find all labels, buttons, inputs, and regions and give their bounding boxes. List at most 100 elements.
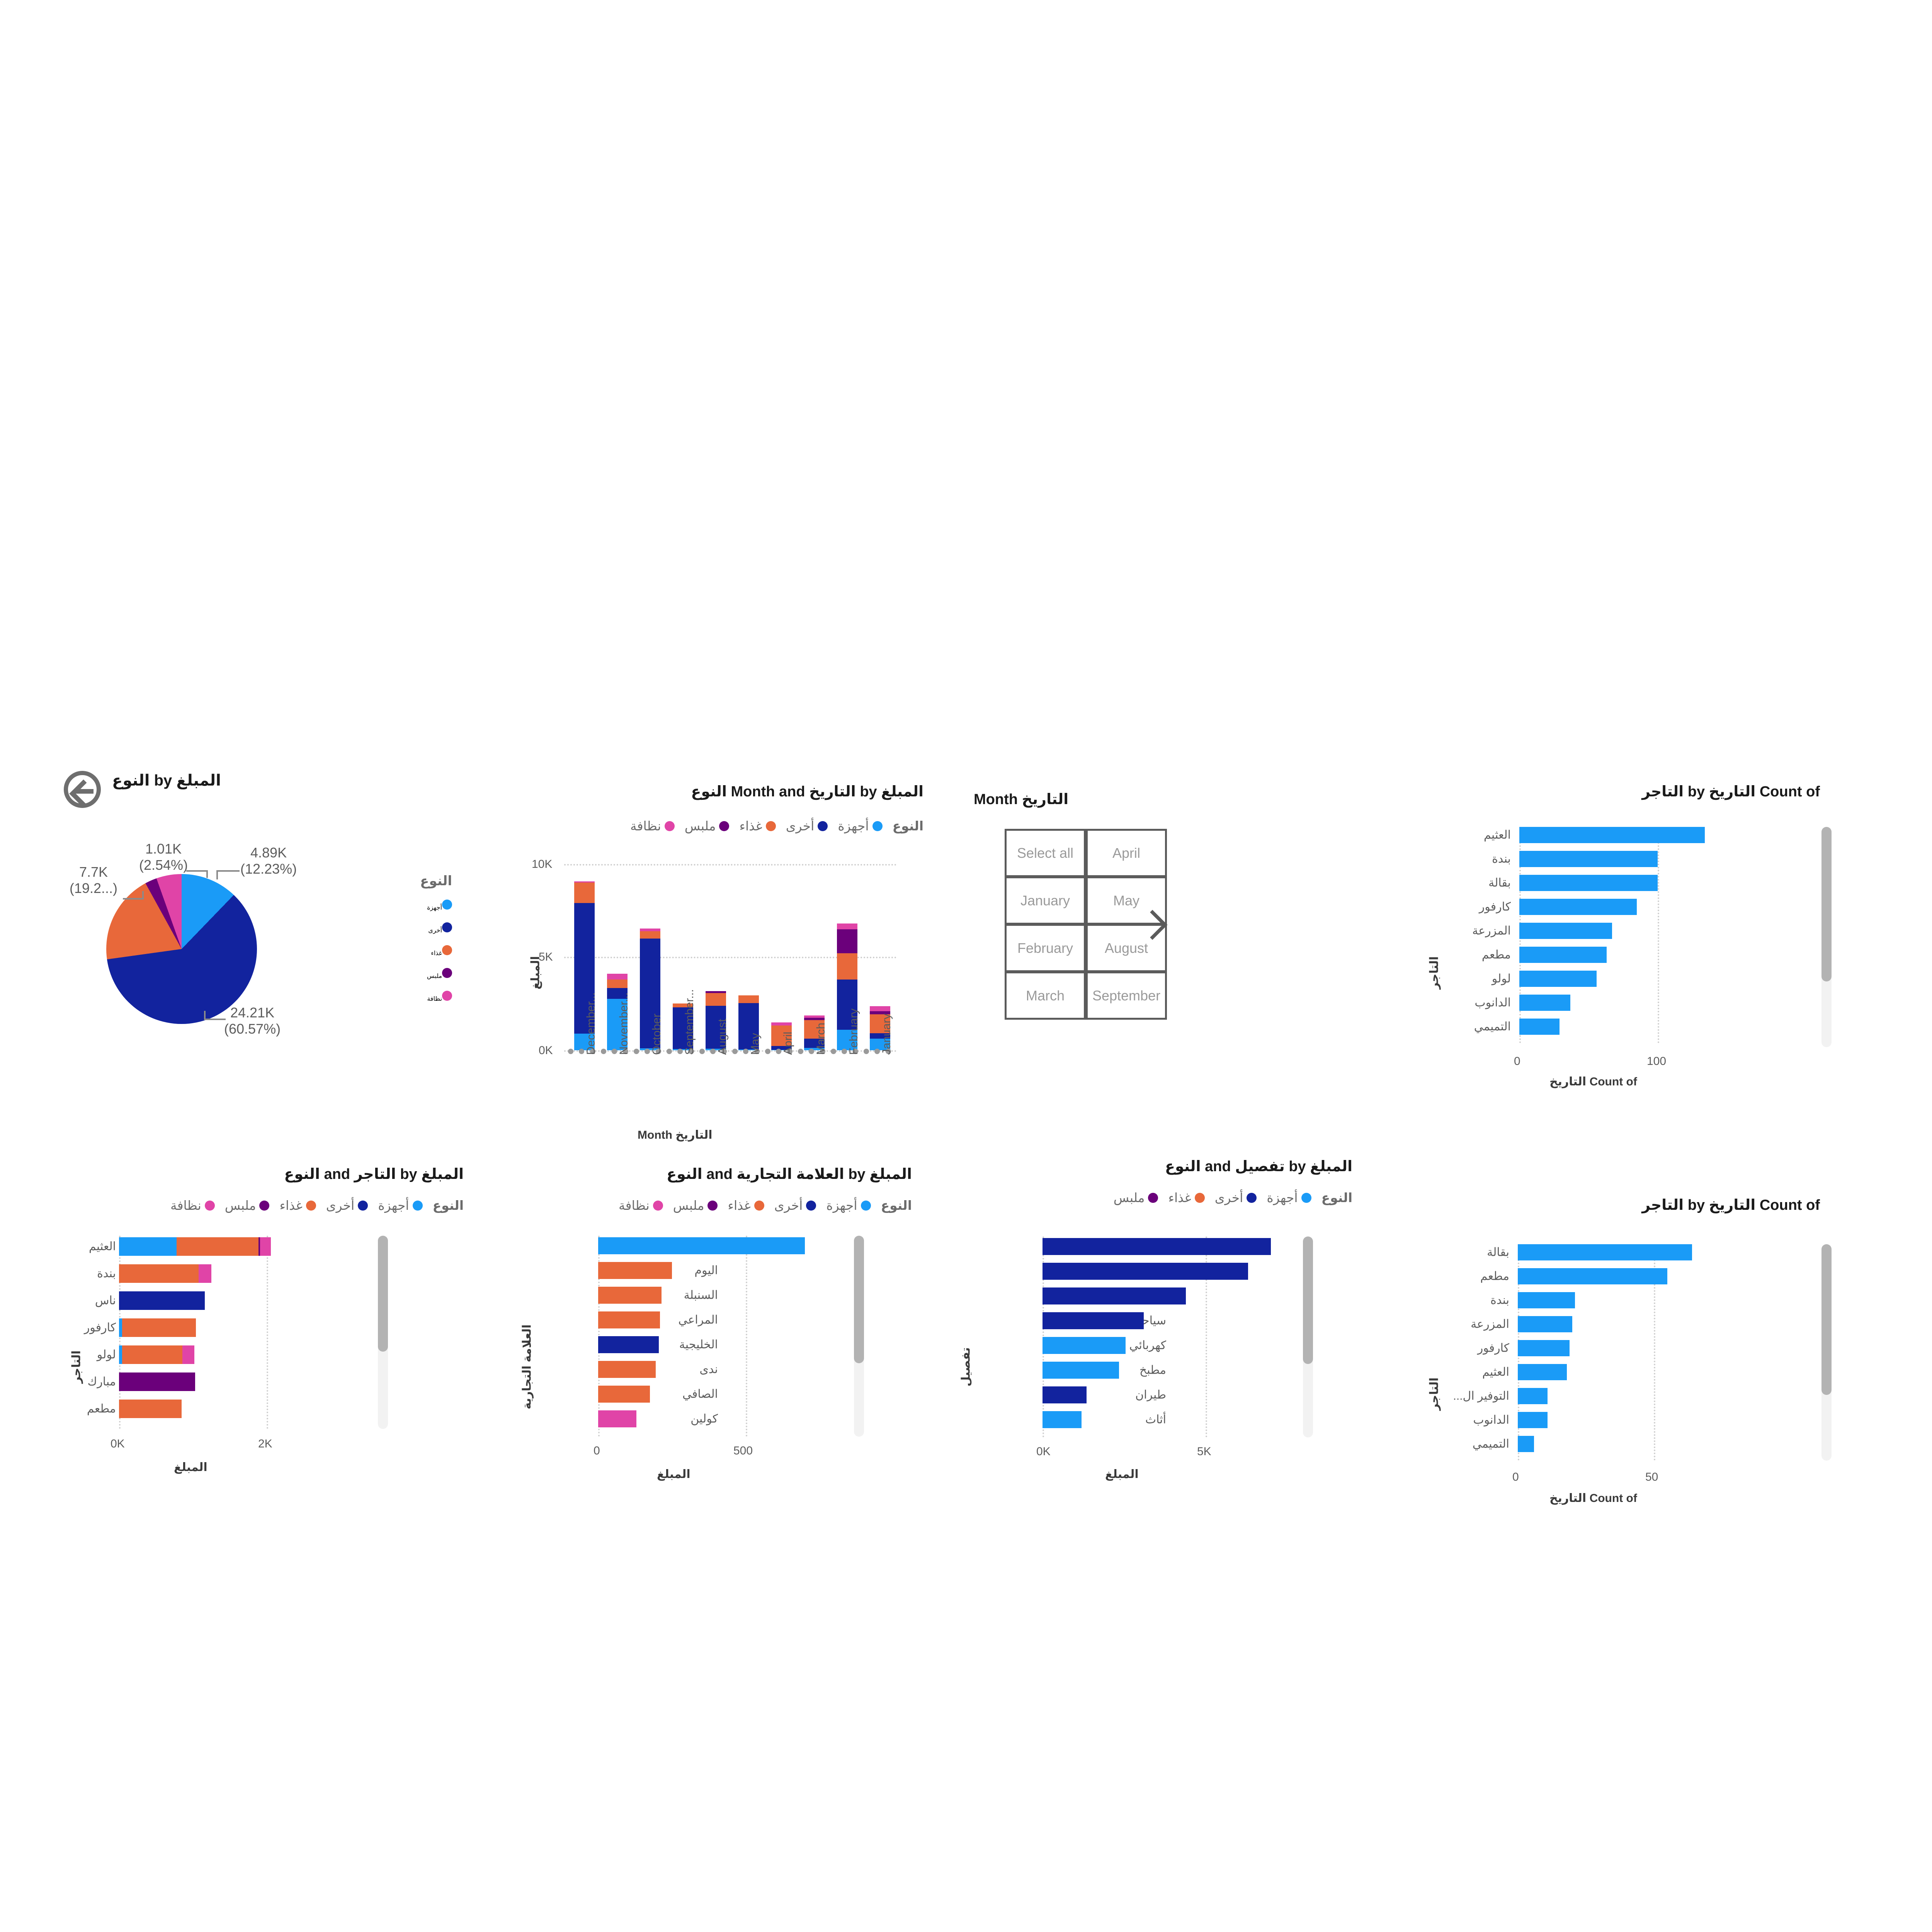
bar-row[interactable]: لولو (1418, 971, 1727, 987)
slicer-tile-april[interactable]: April (1086, 829, 1167, 877)
bar-segment[interactable] (260, 1237, 271, 1256)
bar-row[interactable]: بقالة (1418, 1244, 1727, 1260)
bar-row[interactable]: العثيم (1418, 827, 1727, 843)
bar[interactable] (1519, 947, 1607, 963)
scrollbar-thumb[interactable] (378, 1236, 388, 1352)
bar[interactable] (598, 1311, 660, 1328)
bar-row[interactable]: المزرعة (1418, 923, 1727, 939)
legend-item-cleaning[interactable]: نظافة (630, 818, 675, 833)
bar-row[interactable]: مبارك (62, 1372, 332, 1391)
legend-item-food[interactable]: غذاء (728, 1198, 764, 1213)
legend-item-clothes[interactable]: ملبس (225, 1198, 270, 1213)
legend-item-other[interactable]: أخرى (428, 922, 452, 934)
bar[interactable] (1519, 923, 1612, 939)
bar-segment[interactable] (119, 1291, 205, 1310)
bar-rows[interactable]: العثيم بندة بقالة كارفور المزرعة مطعم لولو الدا… (1418, 827, 1727, 1043)
bar-row[interactable]: المراعي (510, 1311, 804, 1328)
legend-item-cleaning[interactable]: نظافة (427, 991, 452, 1003)
back-arrow-icon[interactable] (64, 771, 101, 808)
legend-item-other[interactable]: أخرى (786, 818, 828, 833)
slicer-tile-september[interactable]: September (1086, 971, 1167, 1020)
bar-row[interactable]: التميمي (1418, 1019, 1727, 1035)
legend-item-clothes[interactable]: ملبس (685, 818, 730, 833)
bar-row[interactable]: التوفير ال... (1418, 1388, 1727, 1404)
column-bar[interactable] (706, 864, 726, 1050)
bar-rows[interactable]: امبيكس اليوم السنبلة المراعي الخليجية ندى الصا… (510, 1237, 805, 1435)
bar-row[interactable]: ايجار (951, 1238, 1271, 1255)
bar-row[interactable]: بندة (62, 1264, 332, 1283)
bar-rows[interactable]: العثيم بندة ناس كارفور لولو مبارك مطعم (62, 1237, 332, 1427)
bar-row[interactable]: العثيم (62, 1237, 332, 1256)
column-bar[interactable] (673, 864, 693, 1050)
column-bar[interactable] (804, 864, 825, 1050)
bar[interactable] (1043, 1362, 1119, 1379)
legend-item-clothes[interactable]: ملبس (673, 1198, 718, 1213)
bar-row[interactable]: تبرع (951, 1287, 1256, 1304)
bar-row[interactable]: المزرعة (1418, 1316, 1727, 1332)
bar-row[interactable]: الدانوب (1418, 995, 1727, 1011)
bar-segment[interactable] (119, 1372, 195, 1391)
bar-row[interactable]: مطعم (62, 1400, 332, 1418)
bar-row[interactable]: كارفور (1418, 899, 1727, 915)
bar-segment[interactable] (119, 1237, 177, 1256)
bar-segment[interactable] (176, 1237, 259, 1256)
bar[interactable] (598, 1262, 672, 1279)
bar[interactable] (1518, 1244, 1692, 1260)
pie-chart[interactable] (106, 874, 257, 1024)
column-bar[interactable] (640, 864, 660, 1050)
legend-item-cleaning[interactable]: نظافة (170, 1198, 215, 1213)
bar[interactable] (598, 1386, 650, 1403)
bar-row[interactable]: كارفور (62, 1318, 332, 1337)
bar[interactable] (1518, 1436, 1534, 1452)
bar-row[interactable]: سياحة (951, 1312, 1256, 1329)
slicer-tile-march[interactable]: March (1005, 971, 1086, 1020)
bar-segment[interactable] (119, 1345, 122, 1364)
bar-row[interactable]: كهربائي (951, 1337, 1256, 1354)
bar[interactable] (1518, 1316, 1572, 1332)
bar[interactable] (1518, 1412, 1548, 1428)
column-bar[interactable] (771, 864, 792, 1050)
bar-row[interactable]: كولين (510, 1410, 804, 1427)
scrollbar-thumb[interactable] (1821, 827, 1832, 981)
legend-item-food[interactable]: غذاء (279, 1198, 316, 1213)
scrollbar-thumb[interactable] (854, 1236, 864, 1363)
legend-item-clothes[interactable]: ملبس (427, 968, 452, 980)
bar[interactable] (1043, 1386, 1087, 1403)
bar[interactable] (598, 1336, 659, 1353)
bar-row[interactable]: ناس (62, 1291, 332, 1310)
bar-segment[interactable] (122, 1345, 183, 1364)
bar[interactable] (1519, 1019, 1560, 1035)
bar-row[interactable]: امبيكس (510, 1237, 805, 1254)
legend-item-other[interactable]: أخرى (774, 1198, 816, 1213)
bar-row[interactable]: التميمي (1418, 1436, 1727, 1452)
column-bar[interactable] (837, 864, 857, 1050)
bar-segment[interactable] (122, 1318, 196, 1337)
bar-row[interactable]: تحويل (951, 1263, 1256, 1280)
scrollbar-thumb[interactable] (1303, 1236, 1313, 1364)
bar-row[interactable]: مطعم (1418, 947, 1727, 963)
slicer-tile-select-all[interactable]: Select all (1005, 829, 1086, 877)
bar[interactable] (1519, 827, 1705, 843)
bar-row[interactable]: بقالة (1418, 875, 1727, 891)
bar-segment[interactable] (199, 1264, 211, 1283)
bar[interactable] (1518, 1340, 1570, 1356)
slicer-tile-august[interactable]: August (1086, 924, 1167, 972)
bar[interactable] (1043, 1263, 1248, 1280)
column-plot-area[interactable] (568, 864, 896, 1054)
bar[interactable] (1519, 971, 1597, 987)
bar-row[interactable]: أثاث (951, 1411, 1256, 1428)
legend-item-other[interactable]: أخرى (326, 1198, 368, 1213)
bar[interactable] (598, 1410, 637, 1427)
bar[interactable] (1043, 1411, 1082, 1428)
bar[interactable] (1519, 899, 1637, 915)
legend-item-devices[interactable]: أجهزة (378, 1198, 423, 1213)
bar-segment[interactable] (119, 1264, 199, 1283)
legend-item-other[interactable]: أخرى (1215, 1190, 1257, 1205)
bar-row[interactable]: العثيم (1418, 1364, 1727, 1380)
bar[interactable] (1518, 1268, 1668, 1284)
bar[interactable] (1518, 1292, 1575, 1308)
bar-row[interactable]: مطبخ (951, 1362, 1256, 1379)
bar-row[interactable]: الدانوب (1418, 1412, 1727, 1428)
bar[interactable] (1519, 995, 1571, 1011)
legend-item-clothes[interactable]: ملبس (1114, 1190, 1158, 1205)
